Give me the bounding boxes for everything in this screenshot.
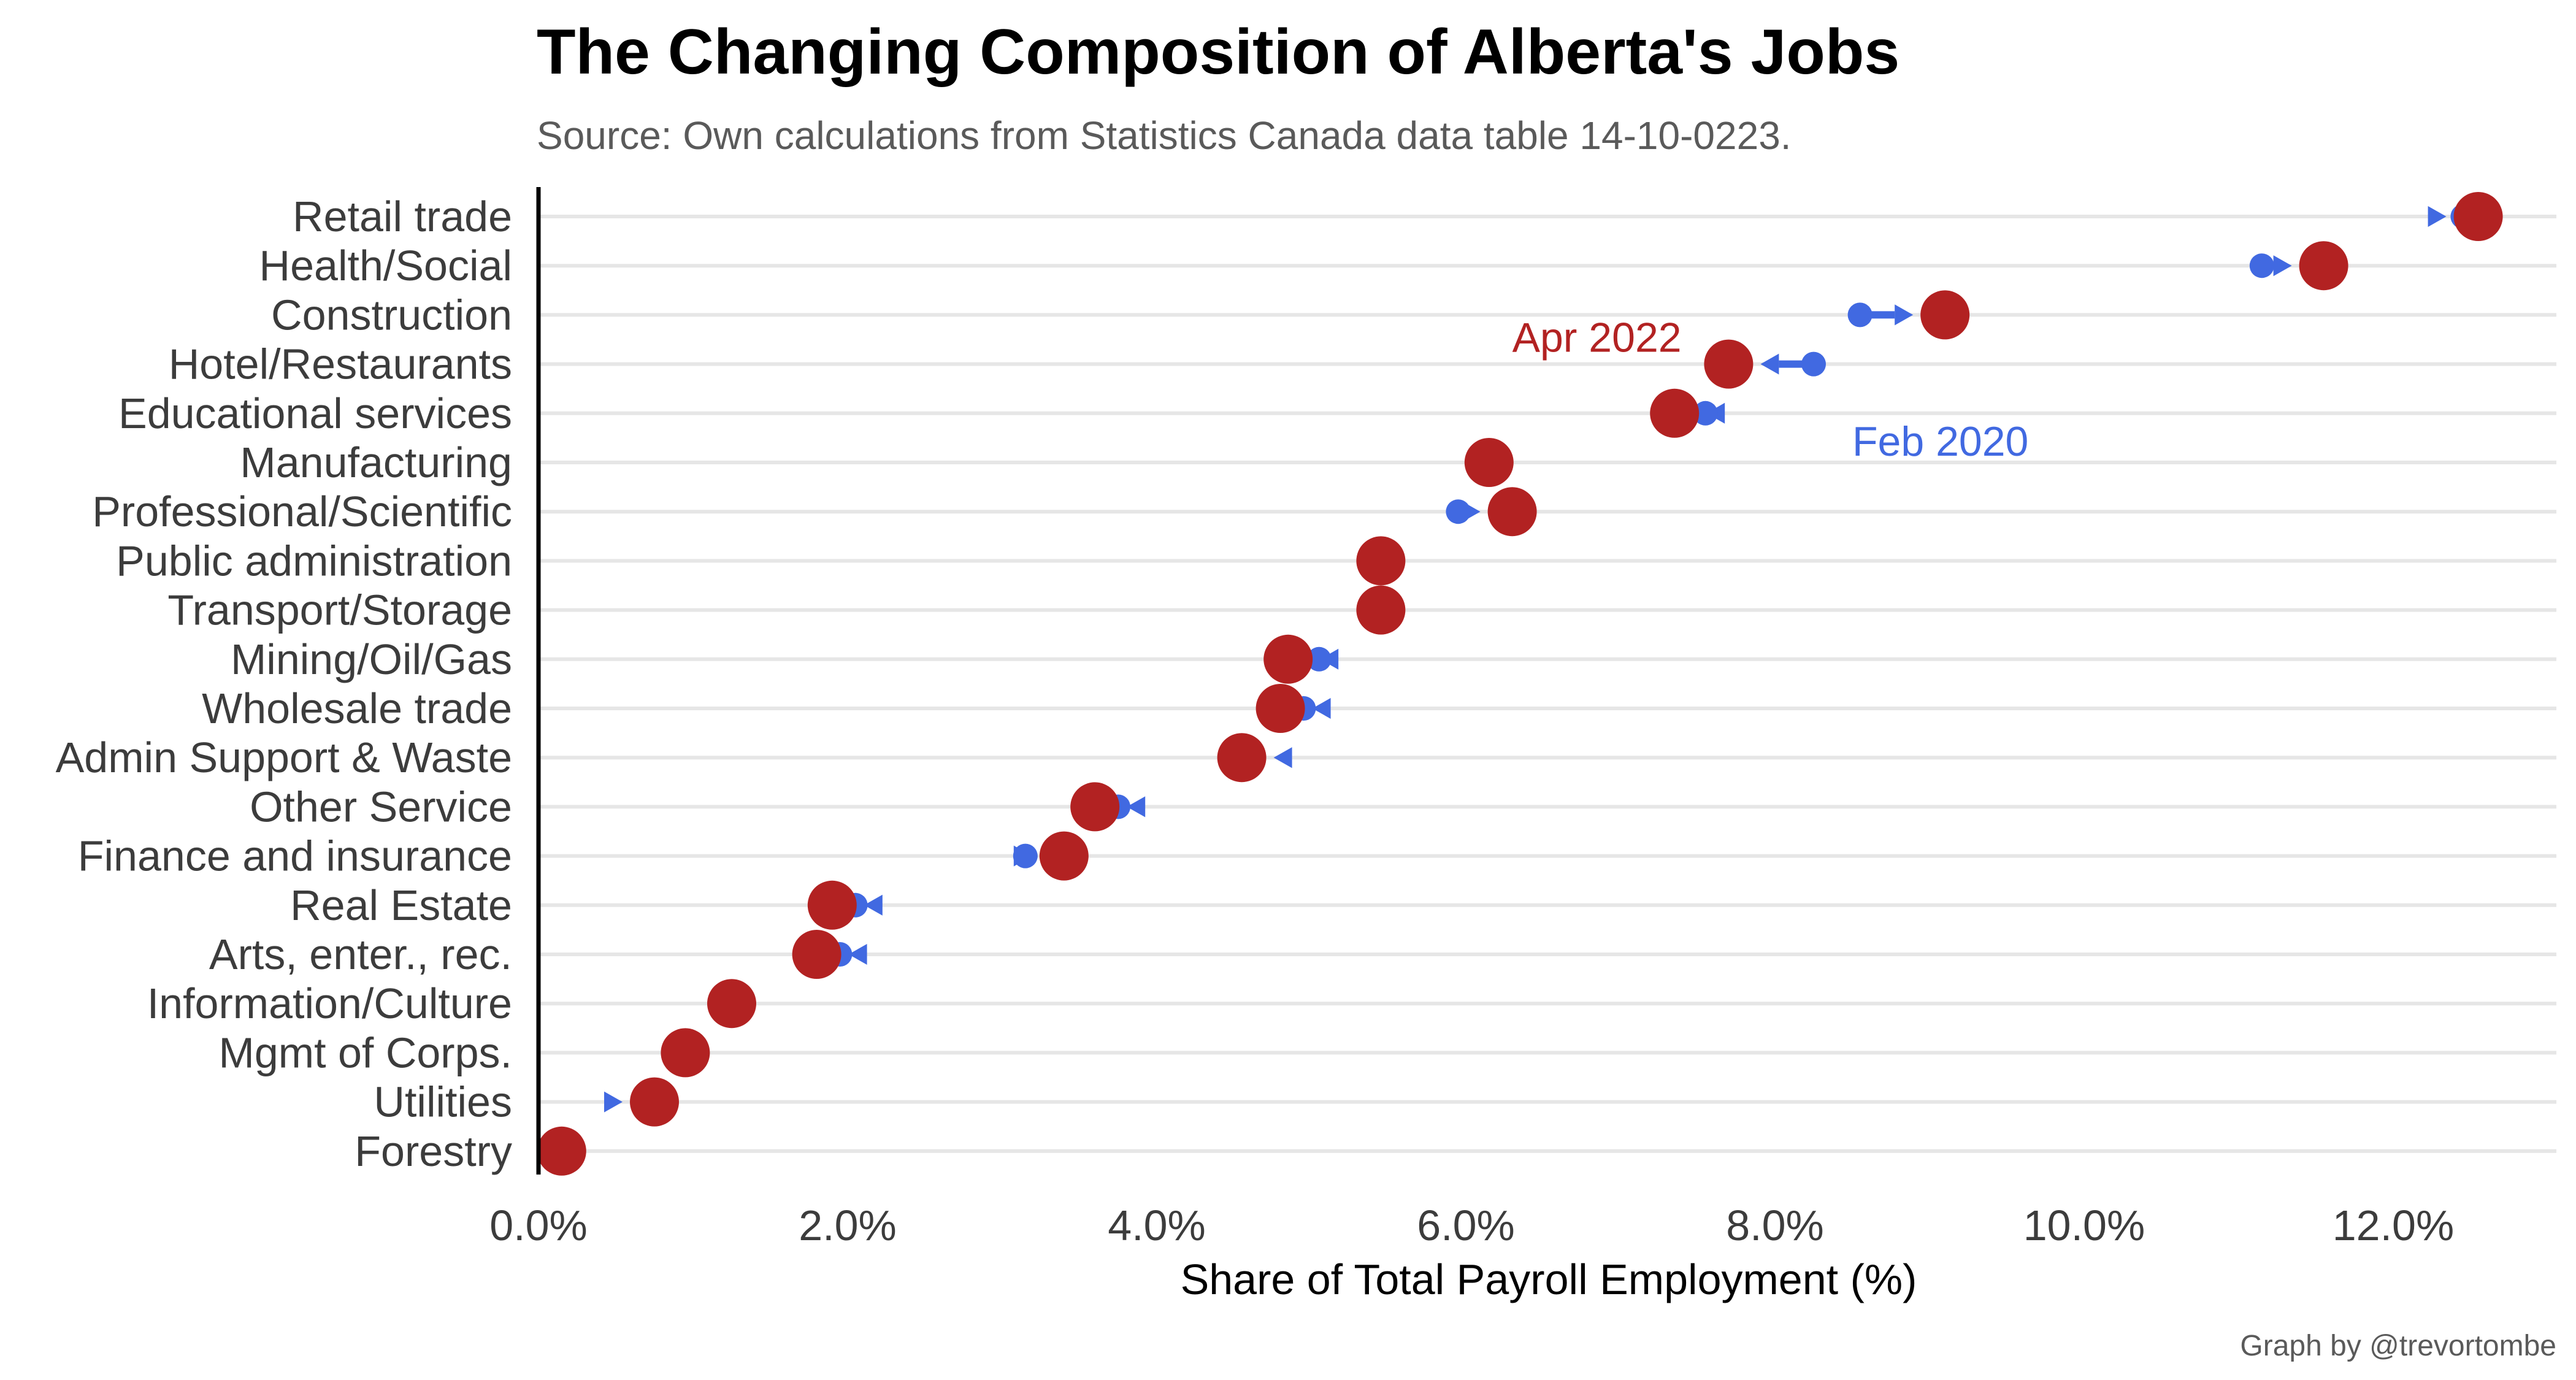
apr-2022-point (1920, 290, 1970, 340)
feb-2020-point (2249, 253, 2274, 278)
feb-2020-point (1446, 499, 1471, 524)
y-tick-label: Manufacturing (240, 439, 512, 486)
apr-2022-point (1070, 782, 1120, 832)
change-arrow-head (1127, 796, 1146, 818)
apr-2022-point (792, 930, 841, 979)
x-tick-label: 8.0% (1726, 1202, 1824, 1249)
apr-2022-points (537, 192, 2503, 1176)
apr-2022-point (1255, 684, 1305, 733)
apr-2022-point (1039, 831, 1089, 881)
apr-2022-point (2299, 241, 2348, 291)
feb-2020-point (1693, 401, 1718, 426)
change-arrow-head (1895, 304, 1914, 326)
apr-2022-point (1356, 585, 1406, 635)
x-axis-labels: 0.0% 2.0% 4.0% 6.0% 8.0% 10.0% 12.0% (489, 1202, 2454, 1249)
apr-2022-point (1487, 487, 1537, 537)
y-tick-label: Educational services (118, 389, 512, 437)
y-axis-labels: Retail tradeHealth/SocialConstructionHot… (56, 193, 512, 1175)
y-tick-label: Real Estate (290, 881, 512, 929)
x-tick-label: 10.0% (2023, 1202, 2145, 1249)
feb-2020-annotation: Feb 2020 (1852, 418, 2028, 465)
y-tick-label: Other Service (250, 783, 512, 830)
y-tick-label: Transport/Storage (167, 586, 512, 634)
apr-2022-point (1263, 634, 1313, 684)
apr-2022-point (1356, 536, 1406, 586)
annotations: Apr 2022 Feb 2020 (1512, 315, 2029, 465)
apr-2022-point (1650, 388, 1700, 438)
apr-2022-point (537, 1126, 586, 1176)
chart-title: The Changing Composition of Alberta's Jo… (537, 17, 1899, 88)
change-arrow-head (1273, 747, 1292, 769)
apr-2022-point (707, 979, 756, 1029)
x-tick-label: 4.0% (1108, 1202, 1206, 1249)
x-tick-label: 0.0% (489, 1202, 588, 1249)
chart-caption: Graph by @trevortombe (2240, 1330, 2556, 1362)
y-tick-label: Construction (271, 291, 512, 339)
y-tick-label: Hotel/Restaurants (169, 340, 512, 388)
apr-2022-point (1704, 339, 1754, 389)
apr-2022-annotation: Apr 2022 (1512, 315, 1682, 361)
feb-2020-point (1013, 843, 1038, 868)
apr-2022-point (2453, 192, 2503, 241)
feb-2020-point (1847, 302, 1873, 328)
apr-2022-point (630, 1077, 679, 1127)
y-tick-label: Mining/Oil/Gas (231, 635, 512, 683)
y-tick-label: Utilities (374, 1078, 512, 1126)
change-arrow-head (2428, 206, 2447, 227)
y-tick-label: Forestry (355, 1127, 512, 1175)
change-arrow-head (864, 894, 883, 916)
y-tick-label: Retail trade (293, 193, 512, 240)
chart-subtitle: Source: Own calculations from Statistics… (537, 113, 1792, 158)
y-tick-label: Arts, enter., rec. (209, 930, 512, 978)
change-arrow-head (2273, 255, 2292, 277)
y-tick-label: Admin Support & Waste (56, 734, 512, 781)
y-tick-label: Information/Culture (147, 979, 512, 1027)
change-arrow-head (1312, 698, 1331, 719)
x-tick-label: 12.0% (2333, 1202, 2454, 1249)
apr-2022-point (1464, 438, 1514, 487)
apr-2022-point (807, 880, 857, 930)
x-tick-label: 2.0% (799, 1202, 897, 1249)
apr-2022-point (661, 1028, 710, 1078)
change-arrow-head (604, 1091, 623, 1113)
y-tick-label: Health/Social (259, 242, 512, 289)
y-tick-label: Public administration (116, 537, 512, 585)
y-tick-label: Professional/Scientific (92, 488, 512, 535)
gridlines (539, 215, 2556, 1153)
change-arrow-head (1760, 353, 1779, 375)
feb-2020-point (1801, 351, 1826, 377)
y-tick-label: Wholesale trade (202, 684, 512, 732)
apr-2022-point (1217, 733, 1267, 783)
x-axis-title: Share of Total Payroll Employment (%) (1181, 1255, 1917, 1303)
change-arrow-head (848, 944, 867, 965)
y-tick-label: Mgmt of Corps. (219, 1029, 512, 1076)
x-tick-label: 6.0% (1417, 1202, 1515, 1249)
feb-2020-point (1306, 646, 1332, 672)
y-tick-label: Finance and insurance (78, 832, 512, 880)
